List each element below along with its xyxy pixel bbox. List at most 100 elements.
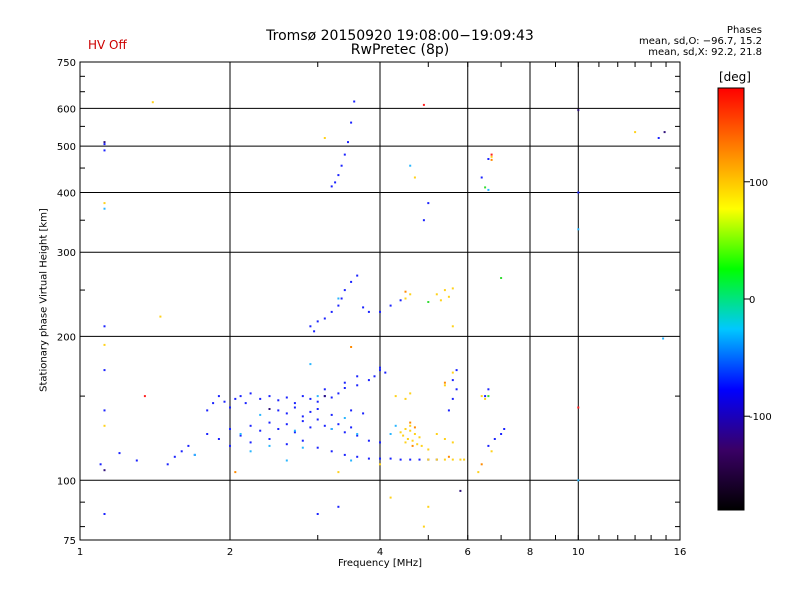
data-point [411, 444, 414, 447]
data-point [422, 219, 425, 222]
data-point [285, 443, 288, 446]
data-point [493, 438, 496, 440]
data-point [409, 392, 412, 395]
data-point [427, 448, 430, 451]
data-point [389, 433, 392, 435]
data-point [356, 375, 359, 378]
data-point [577, 479, 580, 482]
phases-x-stats: mean, sd,X: 92.2, 21.8 [648, 47, 762, 58]
data-point [480, 176, 483, 179]
data-point [503, 428, 506, 430]
data-point [323, 395, 326, 398]
data-point [277, 428, 280, 430]
x-tick-label: 4 [377, 547, 383, 558]
data-point [379, 463, 381, 466]
data-point [249, 424, 252, 427]
data-point [343, 453, 346, 456]
data-point [413, 433, 416, 435]
data-point [413, 176, 416, 179]
data-point [301, 395, 304, 398]
data-point [577, 191, 580, 194]
data-point [409, 293, 412, 296]
data-point [330, 428, 333, 430]
data-point [293, 429, 296, 432]
data-point [143, 395, 146, 398]
data-point [451, 325, 454, 328]
data-point [353, 100, 356, 103]
data-point [362, 412, 365, 415]
data-point [343, 381, 346, 384]
data-point [399, 299, 402, 302]
data-point [490, 158, 493, 161]
data-point [259, 397, 262, 400]
data-point [309, 426, 312, 429]
y-tick-label: 600 [57, 104, 76, 115]
data-point [362, 306, 365, 309]
data-point [459, 489, 462, 492]
data-point [277, 409, 280, 412]
data-point [343, 431, 346, 434]
y-axis-label: Stationary phase Virtual Height [km] [38, 208, 50, 392]
data-point [330, 450, 333, 453]
data-point [268, 395, 271, 398]
data-point [103, 513, 106, 515]
data-point [367, 379, 370, 382]
plot-grid [80, 62, 680, 540]
data-point [334, 181, 337, 184]
data-point [343, 153, 346, 156]
data-point [379, 441, 381, 444]
data-point [259, 413, 262, 416]
y-tick-label: 200 [57, 332, 76, 343]
data-point [480, 463, 483, 466]
data-point [356, 384, 359, 387]
data-point [103, 141, 106, 144]
data-point [223, 400, 226, 403]
data-point [394, 424, 397, 427]
data-point [206, 433, 209, 435]
data-point [301, 415, 304, 418]
data-point [239, 434, 242, 437]
data-point [347, 141, 349, 144]
data-point [487, 444, 490, 447]
data-point [451, 379, 454, 382]
data-point [229, 444, 231, 447]
data-point [323, 137, 326, 139]
data-point [484, 395, 487, 398]
data-point [418, 436, 421, 439]
data-point [404, 397, 407, 400]
chart-title-line2: RwPretec (8p) [350, 42, 450, 58]
data-point [451, 441, 454, 444]
data-point [337, 471, 340, 474]
data-point [463, 458, 466, 461]
phases-o-stats: mean, sd,O: −96.7, 15.2 [639, 36, 762, 47]
data-point [416, 443, 419, 446]
y-tick-label: 750 [57, 58, 76, 69]
data-point [662, 337, 665, 340]
data-point [277, 399, 280, 402]
data-point [330, 185, 333, 188]
data-point [343, 387, 346, 389]
x-tick-label: 16 [674, 547, 687, 558]
colorbar-ticks: 100 0 -100 [744, 178, 772, 423]
data-point [379, 457, 381, 460]
data-point [350, 409, 353, 412]
data-point [293, 406, 296, 409]
colorbar-tick-label: -100 [749, 412, 772, 423]
data-point [409, 424, 412, 427]
data-point [343, 417, 346, 419]
data-point [367, 439, 370, 442]
phases-heading: Phases [726, 25, 762, 36]
data-point [234, 397, 237, 400]
data-point [427, 202, 430, 205]
data-point [212, 402, 215, 405]
data-point [103, 202, 106, 205]
data-point [135, 459, 138, 462]
hv-status-label: HV Off [88, 38, 127, 52]
data-point [301, 420, 304, 423]
data-point [103, 409, 106, 412]
data-point [447, 455, 450, 458]
data-point [490, 450, 493, 453]
data-point [323, 424, 326, 427]
data-point [399, 431, 402, 434]
